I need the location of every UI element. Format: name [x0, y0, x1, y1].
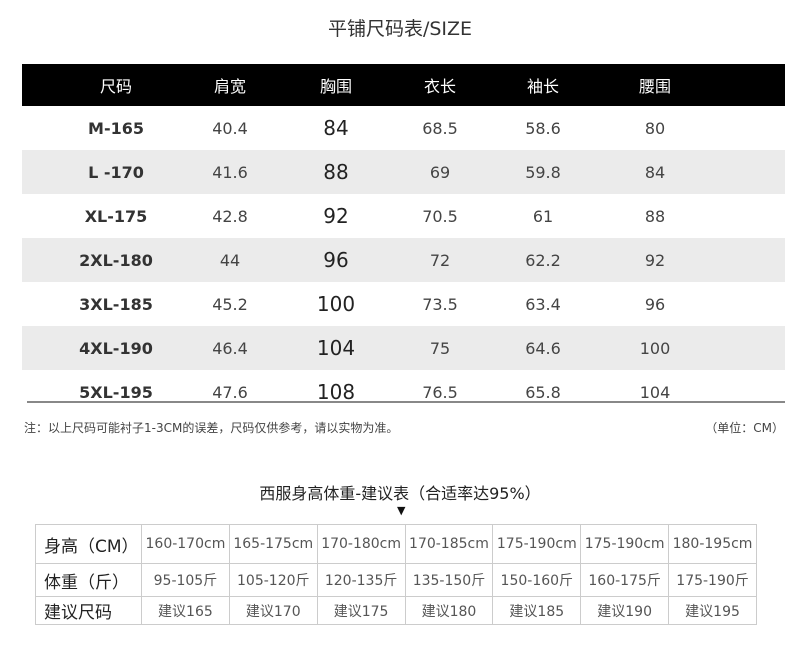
table-row: 4XL-190 46.4 104 75 64.6 100 — [22, 326, 785, 370]
row-filler — [712, 106, 785, 150]
column-header: 腰围 — [598, 64, 712, 106]
table-cell: 5XL-195 — [79, 382, 153, 402]
row-label: 建议尺码 — [35, 596, 142, 625]
table-cell: 42.8 — [212, 206, 248, 226]
recommend-row: 身高（CM） 160-170cm 165-175cm 170-180cm 170-185… — [35, 524, 757, 564]
recommend-cell: 建议180 — [404, 596, 494, 625]
unit-label: （单位：CM） — [705, 421, 784, 435]
table-cell: 88 — [644, 206, 666, 226]
table-cell: 68.5 — [422, 118, 458, 138]
row-label: 身高（CM） — [35, 524, 142, 564]
recommend-cell: 170-180cm — [316, 524, 406, 564]
table-cell: 65.8 — [525, 382, 561, 402]
size-table-header: 尺码 肩宽 胸围 衣长 袖长 腰围 — [22, 64, 785, 106]
recommend-title: 西服身高体重-建议表（合适率达95%） — [259, 484, 541, 503]
row-filler — [712, 282, 785, 326]
table-cell: 2XL-180 — [22, 238, 180, 282]
table-cell: 41.6 — [180, 150, 280, 194]
column-header: 胸围 — [280, 64, 392, 106]
table-cell: 76.5 — [422, 382, 458, 402]
size-table: 尺码 肩宽 胸围 衣长 袖长 腰围 M-165 40.4 84 68.5 58.6 80 L -170… — [22, 64, 785, 414]
recommend-cell: 135-150斤 — [404, 563, 494, 597]
table-cell: 84 — [598, 150, 712, 194]
table-row: XL-175 42.8 92 70.5 61 88 — [22, 194, 785, 238]
recommend-cell: 建议195 — [668, 596, 757, 625]
recommend-cell: 175-190斤 — [668, 563, 757, 597]
recommend-cell: 175-190cm — [580, 524, 670, 564]
recommend-cell: 120-135斤 — [316, 563, 406, 597]
table-row: M-165 40.4 84 68.5 58.6 80 — [22, 106, 785, 150]
table-cell: 104 — [280, 326, 392, 370]
table-cell: 96 — [280, 238, 392, 282]
column-header: 衣长 — [392, 64, 488, 106]
recommend-cell: 105-120斤 — [228, 563, 318, 597]
table-cell: 92 — [598, 238, 712, 282]
row-filler — [712, 370, 785, 414]
recommend-cell: 95-105斤 — [141, 563, 230, 597]
table-cell: L -170 — [22, 150, 180, 194]
table-cell: 72 — [392, 238, 488, 282]
recommend-cell: 建议190 — [580, 596, 670, 625]
table-cell: 73.5 — [422, 294, 458, 314]
table-cell: 62.2 — [488, 238, 598, 282]
table-cell: 84 — [323, 116, 349, 140]
table-cell: 92 — [323, 204, 349, 228]
table-cell: 3XL-185 — [79, 294, 153, 314]
table-row: L -170 41.6 88 69 59.8 84 — [22, 150, 785, 194]
table-cell: 75 — [392, 326, 488, 370]
recommend-cell: 建议165 — [141, 596, 230, 625]
column-header: 袖长 — [488, 64, 598, 106]
table-row: 5XL-195 47.6 108 76.5 65.8 104 — [22, 370, 785, 414]
table-row: 3XL-185 45.2 100 73.5 63.4 96 — [22, 282, 785, 326]
size-chart-title: 平铺尺码表/SIZE — [327, 18, 473, 40]
row-filler — [712, 194, 785, 238]
table-row: 2XL-180 44 96 72 62.2 92 — [22, 238, 785, 282]
table-cell: 58.6 — [525, 118, 561, 138]
recommend-cell: 建议185 — [492, 596, 582, 625]
table-cell: 100 — [316, 292, 356, 316]
row-filler — [712, 150, 785, 194]
table-cell: 59.8 — [488, 150, 598, 194]
size-note: 注：以上尺码可能衬子1-3CM的误差，尺码仅供参考，请以实物为准。 — [24, 421, 399, 435]
table-cell: 63.4 — [525, 294, 561, 314]
table-cell: 70.5 — [422, 206, 458, 226]
table-cell: 96 — [644, 294, 666, 314]
recommend-row: 建议尺码 建议165 建议170 建议175 建议180 建议185 建议190 建议195 — [35, 596, 757, 625]
recommend-cell: 150-160斤 — [492, 563, 582, 597]
table-cell: M-165 — [88, 118, 144, 138]
down-arrow-icon: ▼ — [397, 504, 406, 517]
table-cell: 40.4 — [212, 118, 248, 138]
divider — [27, 401, 785, 403]
header-filler — [712, 64, 785, 106]
recommend-cell: 180-195cm — [668, 524, 757, 564]
table-cell: 45.2 — [212, 294, 248, 314]
recommend-row: 体重（斤） 95-105斤 105-120斤 120-135斤 135-150斤 150-… — [35, 563, 757, 597]
table-cell: 64.6 — [488, 326, 598, 370]
table-cell: 88 — [280, 150, 392, 194]
column-header: 尺码 — [22, 64, 180, 106]
table-cell: 69 — [392, 150, 488, 194]
recommend-cell: 175-190cm — [492, 524, 582, 564]
table-cell: XL-175 — [84, 206, 148, 226]
table-cell: 4XL-190 — [22, 326, 180, 370]
recommend-cell: 建议170 — [228, 596, 318, 625]
recommend-cell: 160-170cm — [141, 524, 230, 564]
recommend-cell: 165-175cm — [228, 524, 318, 564]
recommend-cell: 170-185cm — [404, 524, 494, 564]
row-label: 体重（斤） — [35, 563, 142, 597]
table-cell: 104 — [639, 382, 671, 402]
table-cell: 100 — [598, 326, 712, 370]
table-cell: 108 — [316, 380, 356, 404]
table-cell: 47.6 — [212, 382, 248, 402]
table-cell: 46.4 — [180, 326, 280, 370]
table-cell: 44 — [180, 238, 280, 282]
row-filler — [712, 238, 785, 282]
table-cell: 80 — [644, 118, 666, 138]
table-cell: 61 — [532, 206, 554, 226]
row-filler — [712, 326, 785, 370]
recommend-cell: 160-175斤 — [580, 563, 670, 597]
column-header: 肩宽 — [180, 64, 280, 106]
recommend-cell: 建议175 — [316, 596, 406, 625]
recommend-table: 身高（CM） 160-170cm 165-175cm 170-180cm 170-185… — [35, 524, 757, 625]
